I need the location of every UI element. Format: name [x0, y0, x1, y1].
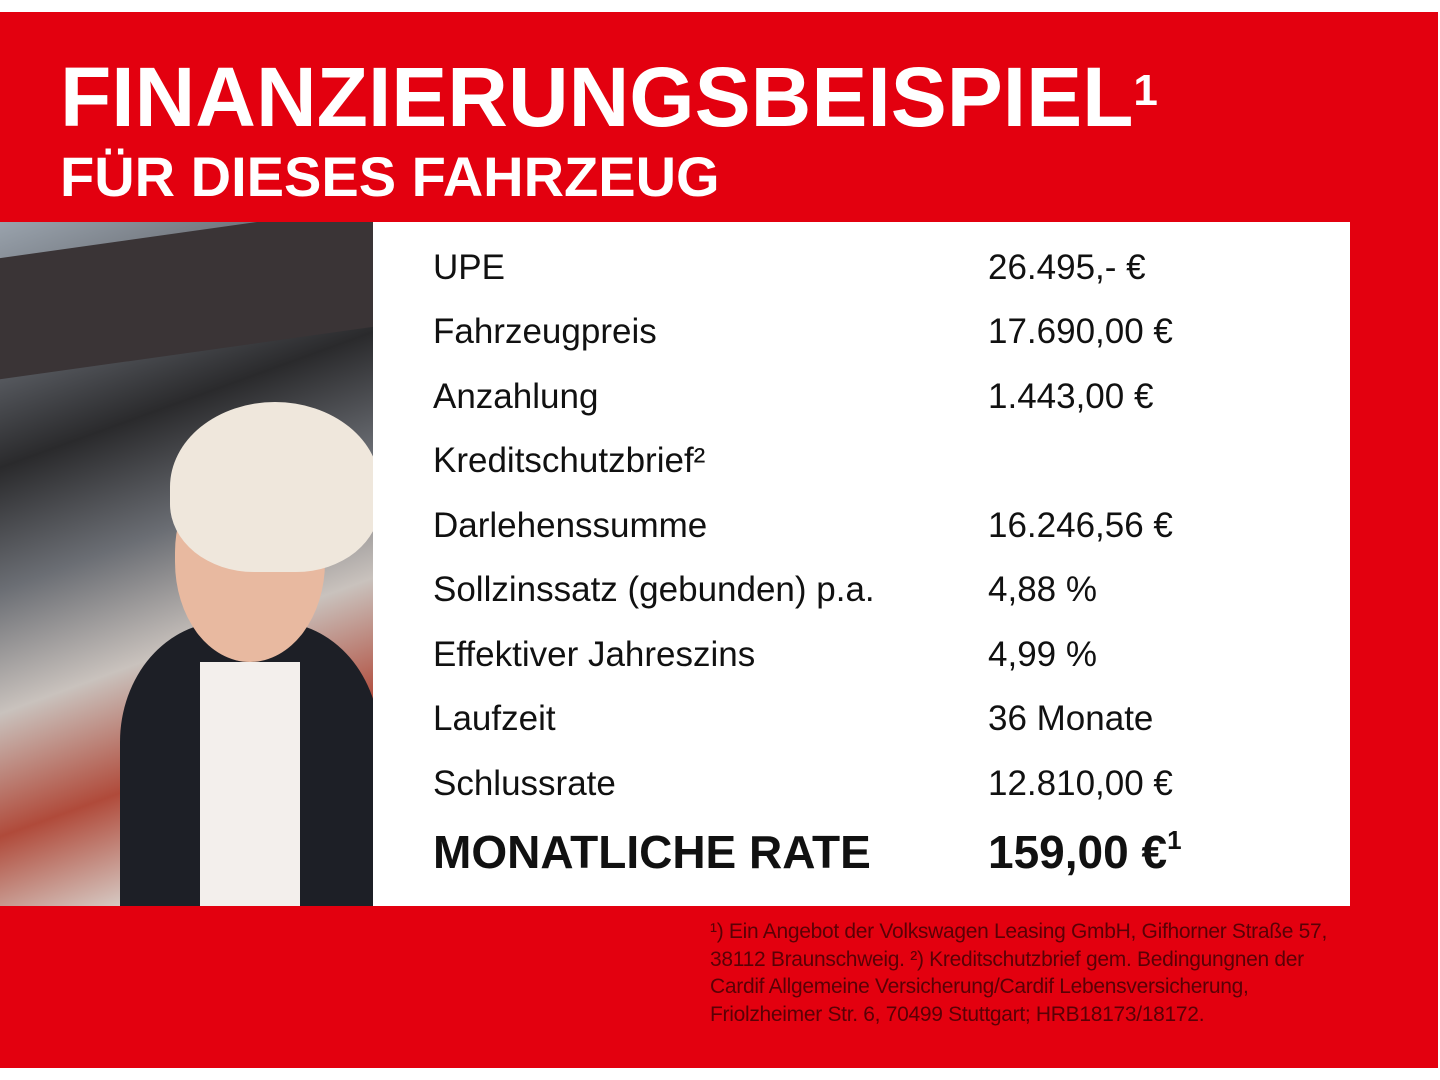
- row-label: Laufzeit: [433, 699, 556, 738]
- row-kreditschutzbrief: Kreditschutzbrief²: [433, 441, 1333, 505]
- row-label: Schlussrate: [433, 764, 616, 803]
- row-fahrzeugpreis: Fahrzeugpreis 17.690,00 €: [433, 312, 1333, 376]
- row-value: 4,99 %: [988, 635, 1097, 674]
- row-value: 17.690,00 €: [988, 312, 1173, 351]
- row-label: UPE: [433, 248, 505, 287]
- shirt-shape: [200, 662, 300, 906]
- row-value: 12.810,00 €: [988, 764, 1173, 803]
- headline-footnote-mark: 1: [1133, 66, 1158, 115]
- row-value: 26.495,- €: [988, 248, 1146, 287]
- row-upe: UPE 26.495,- €: [433, 248, 1333, 312]
- headline: FINANZIERUNGSBEISPIEL1: [60, 52, 1158, 142]
- row-label: Fahrzeugpreis: [433, 312, 657, 351]
- row-darlehenssumme: Darlehenssumme 16.246,56 €: [433, 506, 1333, 570]
- total-amount: 159,00 €: [988, 826, 1168, 878]
- legal-footnote: ¹) Ein Angebot der Volkswagen Leasing Gm…: [710, 920, 1327, 1026]
- financing-table: UPE 26.495,- € Fahrzeugpreis 17.690,00 € A…: [373, 222, 1350, 906]
- woman-in-car-photo: [0, 222, 373, 906]
- row-laufzeit: Laufzeit 36 Monate: [433, 699, 1333, 763]
- row-value: 4,88 %: [988, 570, 1097, 609]
- row-label: Effektiver Jahreszins: [433, 635, 756, 674]
- total-value: 159,00 €1: [988, 825, 1182, 879]
- row-label: Kreditschutzbrief²: [433, 441, 706, 480]
- row-value: 36 Monate: [988, 699, 1154, 738]
- headline-text: FINANZIERUNGSBEISPIEL: [60, 50, 1134, 144]
- row-value: 16.246,56 €: [988, 506, 1173, 545]
- row-monthly-rate: MONATLICHE RATE 159,00 €1: [433, 825, 1333, 889]
- car-door-frame: [0, 222, 373, 384]
- total-label: MONATLICHE RATE: [433, 826, 871, 878]
- row-sollzinssatz: Sollzinssatz (gebunden) p.a. 4,88 %: [433, 570, 1333, 634]
- row-label: Sollzinssatz (gebunden) p.a.: [433, 570, 875, 609]
- subheadline: FÜR DIESES FAHRZEUG: [60, 145, 720, 208]
- row-anzahlung: Anzahlung 1.443,00 €: [433, 377, 1333, 441]
- row-label: Darlehenssumme: [433, 506, 708, 545]
- row-label: Anzahlung: [433, 377, 599, 416]
- row-effektiver-jahreszins: Effektiver Jahreszins 4,99 %: [433, 635, 1333, 699]
- hair-shape: [170, 402, 373, 572]
- total-footnote-mark: 1: [1167, 825, 1182, 855]
- row-schlussrate: Schlussrate 12.810,00 €: [433, 764, 1333, 828]
- row-value: 1.443,00 €: [988, 377, 1154, 416]
